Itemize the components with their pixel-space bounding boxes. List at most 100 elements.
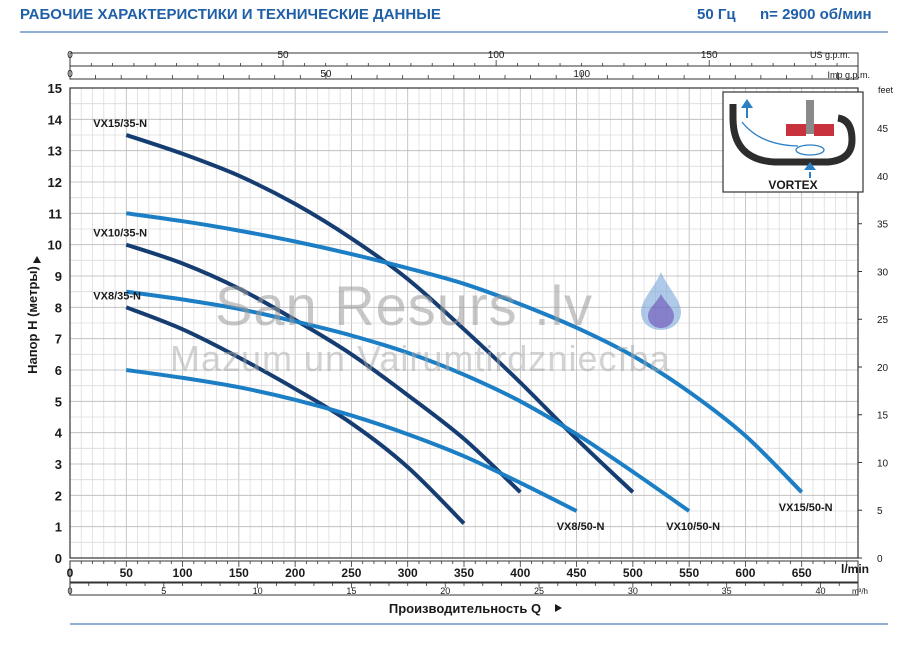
x-tick-label: 650 (792, 566, 812, 580)
m3h-tick-label: 10 (253, 586, 263, 596)
watermark-main: San Resurs .lv (215, 274, 594, 337)
impeller-left-icon (786, 124, 806, 136)
feet-tick-label: 10 (877, 458, 889, 469)
x-tick-label: 100 (173, 566, 193, 580)
us-gpm-unit-label: US g.p.m. (810, 50, 850, 60)
y-tick-label: 2 (55, 488, 62, 503)
m3h-tick-label: 15 (346, 586, 356, 596)
x-tick-label: 200 (285, 566, 305, 580)
y-tick-label: 8 (55, 300, 62, 315)
m3h-tick-label: 35 (722, 586, 732, 596)
inlet-arrow-icon (804, 162, 816, 170)
m3h-axis-ticks: 0 5 10 15 20 25 30 35 40 (67, 583, 840, 596)
curve-label-vx15-35-n: VX15/35-N (93, 118, 147, 130)
curve-vx10-50-n (126, 289, 691, 513)
y-tick-label: 0 (55, 551, 62, 566)
feet-tick-label: 15 (877, 411, 889, 422)
feet-axis-ticks: 0 5 10 15 20 25 30 35 40 45 (858, 124, 889, 565)
x-tick-label: 350 (454, 566, 474, 580)
feet-tick-label: 0 (877, 554, 883, 565)
vortex-inset: VORTEX (722, 91, 864, 193)
pump-casing-icon (729, 114, 856, 166)
x-axis-title: Производительность Q (389, 601, 541, 616)
x-tick-label: 250 (341, 566, 361, 580)
y-tick-label: 5 (55, 394, 62, 409)
vortex-label: VORTEX (768, 178, 817, 192)
vortex-swirl-icon (795, 144, 825, 156)
curve-vx8-50-n (126, 368, 578, 513)
curve-label-vx10-50-n: VX10/50-N (666, 521, 720, 533)
curve-labels: VX15/35-N VX10/35-N VX8/35-N VX15/50-N VX10/… (93, 118, 832, 533)
feet-tick-label: 25 (877, 315, 889, 326)
m3h-unit-label: m³/h (852, 587, 868, 596)
x-tick-label: 400 (510, 566, 530, 580)
feet-tick-label: 35 (877, 220, 889, 231)
feet-tick-label: 5 (877, 506, 883, 517)
curve-label-vx10-35-n: VX10/35-N (93, 228, 147, 240)
curve-vx15-50-n (126, 211, 804, 494)
y-tick-label: 15 (48, 81, 62, 96)
m3h-tick-label: 20 (440, 586, 450, 596)
y-tick-label: 9 (55, 269, 62, 284)
y-tick-label: 7 (55, 332, 62, 347)
imp-gpm-tick-label: 100 (573, 69, 590, 80)
pump-curves (125, 133, 804, 525)
x-axis-ticks: 0 50 100 150 200 250 300 350 400 450 500 550 600 650 (67, 561, 859, 580)
x-tick-label: 0 (67, 566, 74, 580)
x-axis-arrow-icon (555, 604, 562, 612)
x-tick-label: 500 (623, 566, 643, 580)
us-gpm-tick-label: 150 (701, 50, 718, 61)
flow-line-icon (741, 121, 799, 147)
feet-tick-label: 30 (877, 267, 889, 278)
curve-label-vx8-50-n: VX8/50-N (557, 521, 605, 533)
y-tick-label: 6 (55, 363, 62, 378)
us-gpm-tick-label: 50 (278, 50, 290, 61)
m3h-tick-label: 30 (628, 586, 638, 596)
feet-tick-label: 40 (877, 172, 889, 183)
x-tick-label: 550 (679, 566, 699, 580)
y-axis-arrow-icon (33, 256, 41, 263)
top-scales: 0 50 100 150 0 50 100 (67, 50, 839, 80)
curve-vx8-35-n (125, 305, 466, 525)
watermark-sub: Mazum un Vairumtirdzniecība (170, 338, 671, 379)
impeller-right-icon (814, 124, 834, 136)
imp-gpm-unit-label: Imp g.p.m. (827, 70, 870, 80)
water-drop-icon (641, 272, 681, 330)
curve-label-vx15-50-n: VX15/50-N (779, 502, 833, 514)
m3h-tick-label: 5 (161, 586, 166, 596)
y-tick-label: 3 (55, 457, 62, 472)
x-tick-label: 450 (567, 566, 587, 580)
y-tick-label: 14 (48, 112, 63, 127)
x-tick-label: 150 (229, 566, 249, 580)
frequency-label: 50 Гц (697, 6, 736, 23)
plot-frame (69, 87, 859, 559)
feet-tick-label: 20 (877, 363, 889, 374)
x-tick-label: 600 (735, 566, 755, 580)
pump-shaft-icon (806, 100, 814, 134)
us-gpm-tick-label: 0 (67, 50, 73, 61)
feet-tick-label: 45 (877, 124, 889, 135)
curve-label-vx8-35-n: VX8/35-N (93, 290, 141, 302)
imp-gpm-tick-label: 0 (67, 69, 73, 80)
curve-vx10-35-n (125, 242, 522, 494)
speed-label: n= 2900 об/мин (760, 6, 872, 23)
m3h-tick-label: 25 (534, 586, 544, 596)
imp-gpm-tick-label: 50 (320, 69, 332, 80)
x-tick-label: 300 (398, 566, 418, 580)
y-tick-label: 10 (48, 238, 62, 253)
outlet-arrow-icon (741, 99, 753, 108)
x-tick-label: 50 (120, 566, 134, 580)
y-tick-label: 11 (48, 206, 62, 221)
y-tick-label: 4 (55, 426, 63, 441)
lmin-unit-label: l/min (841, 562, 869, 576)
m3h-tick-label: 40 (815, 586, 825, 596)
m3h-tick-label: 0 (67, 586, 72, 596)
feet-unit-label: feet (878, 85, 894, 95)
y-tick-label: 13 (48, 144, 62, 159)
chart-header-title: РАБОЧИЕ ХАРАКТЕРИСТИКИ И ТЕХНИЧЕСКИЕ ДАН… (20, 6, 441, 23)
y-axis-title: Напор H (метры) (25, 266, 40, 374)
y-tick-label: 12 (48, 175, 62, 190)
y-tick-label: 1 (55, 520, 62, 535)
